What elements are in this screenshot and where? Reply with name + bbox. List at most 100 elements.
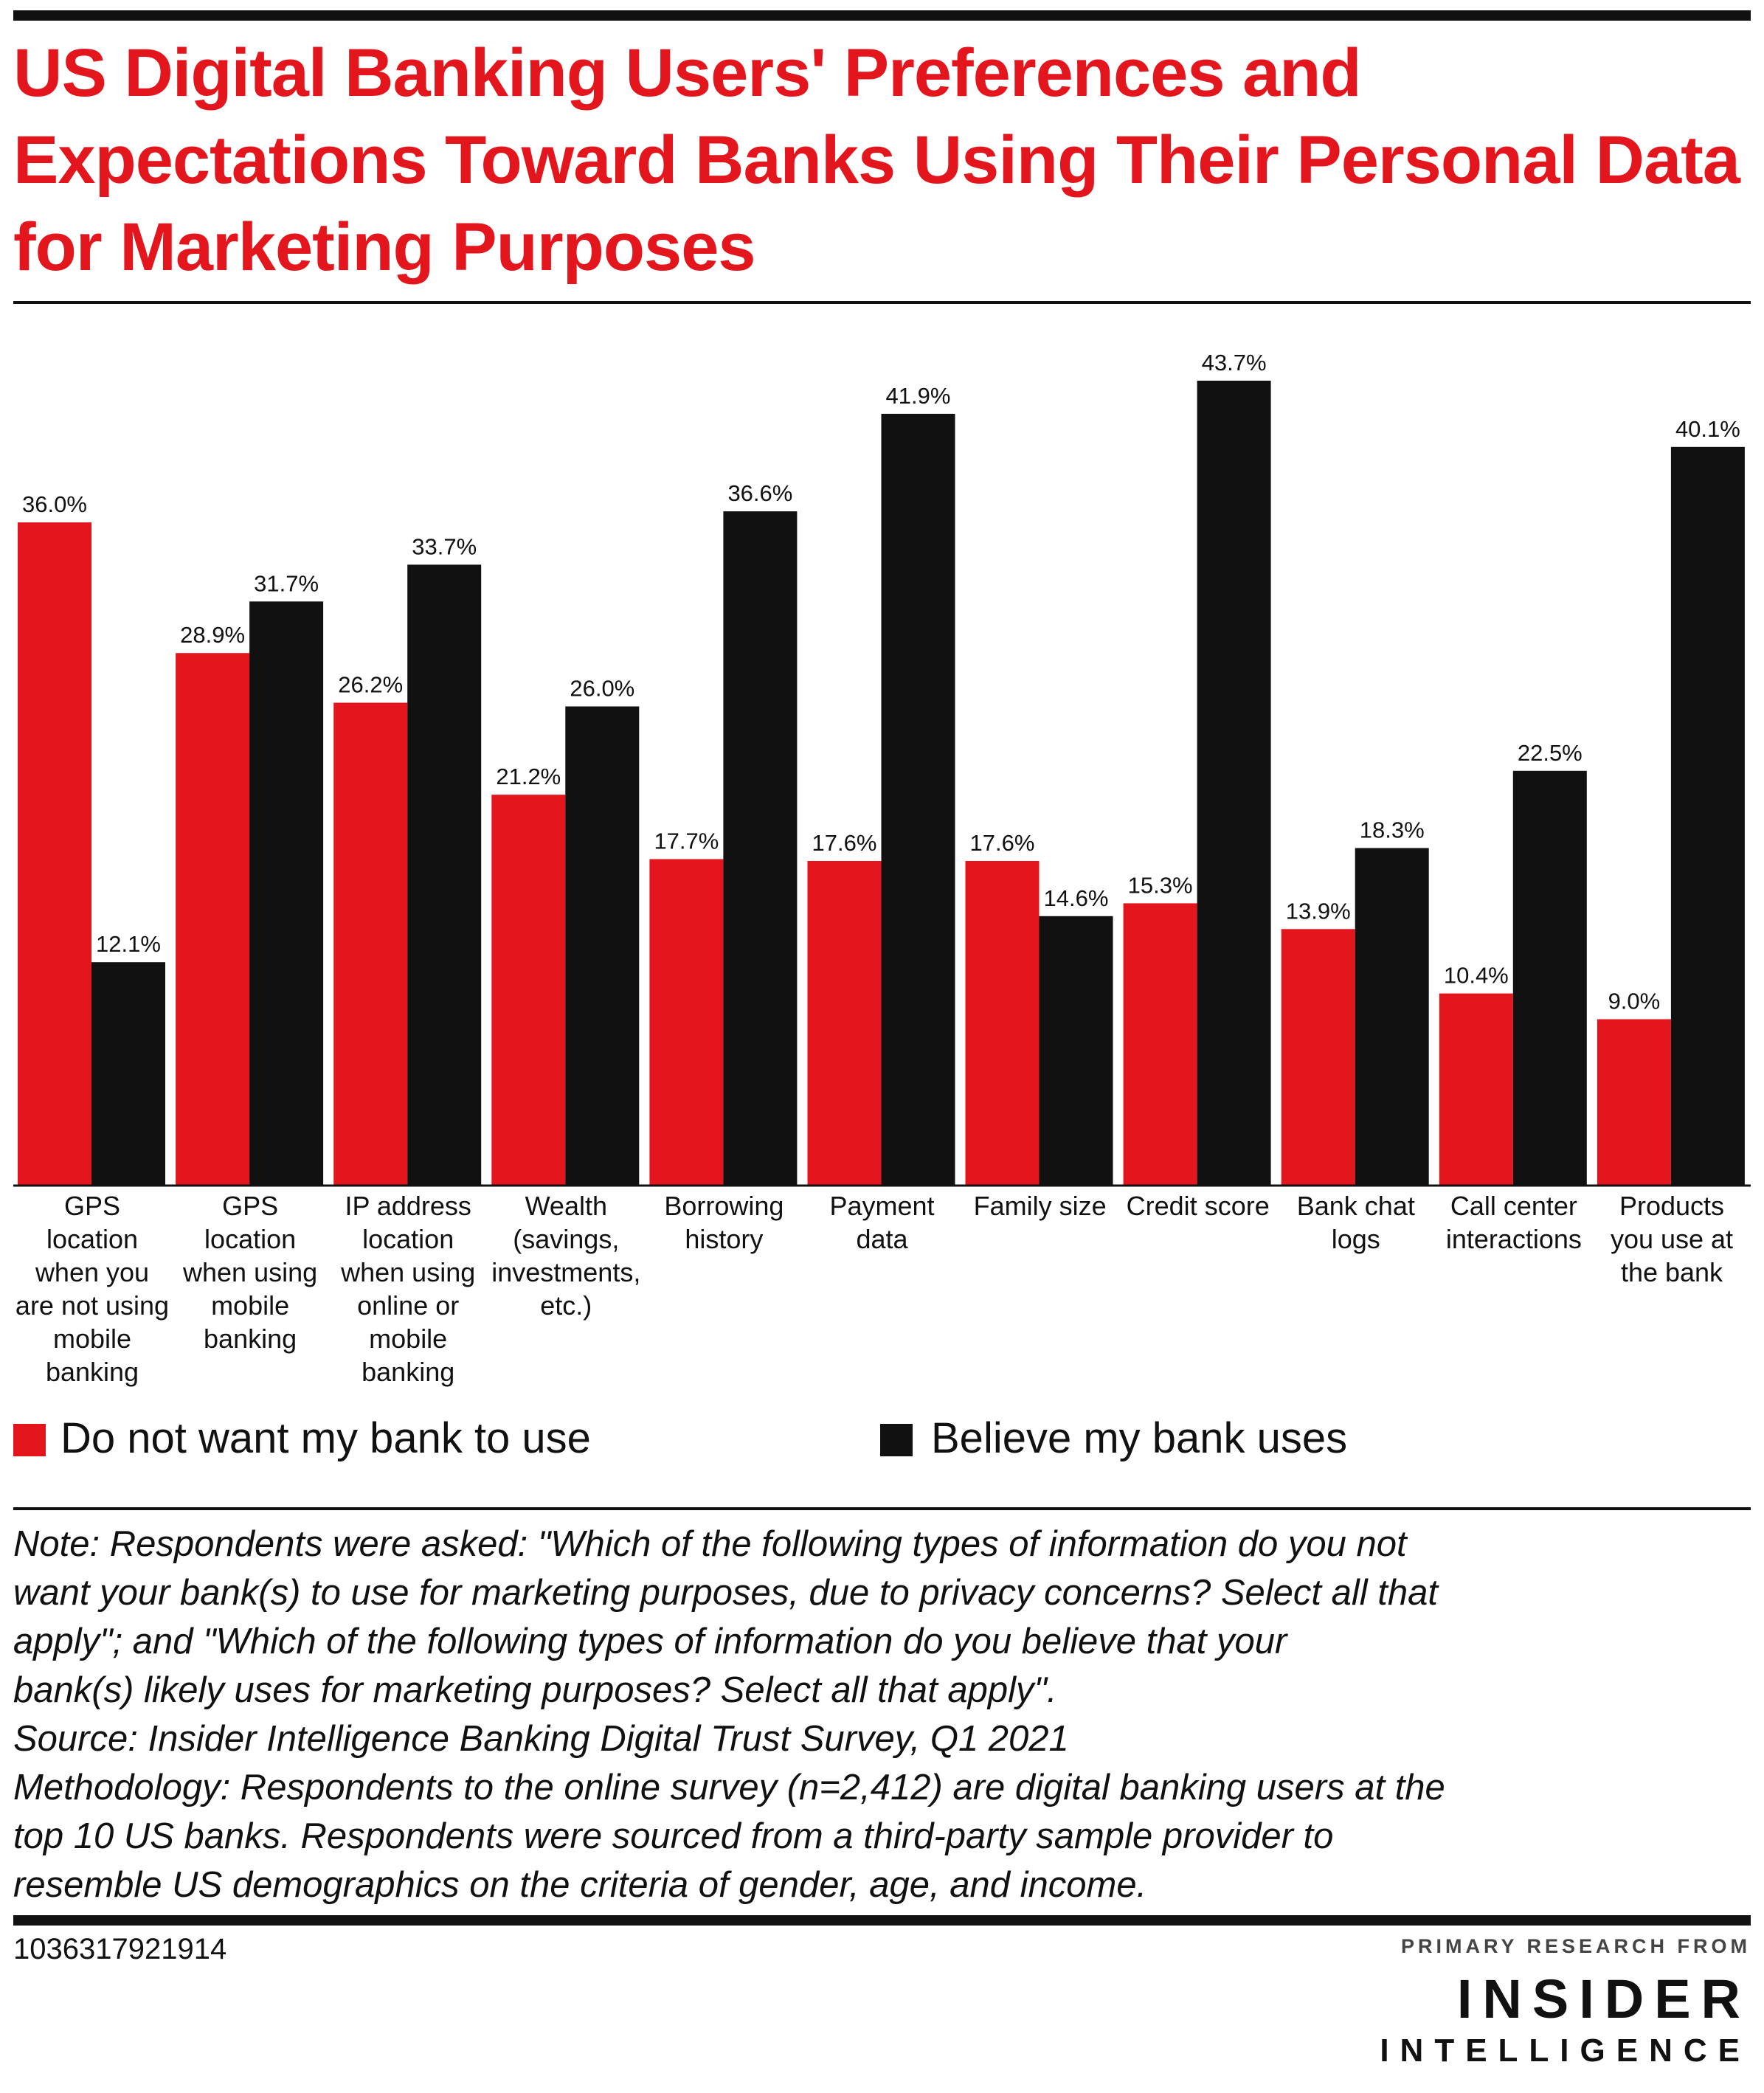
category-label-7: Credit score bbox=[1119, 1189, 1277, 1222]
category-label-line: the bank bbox=[1620, 1257, 1723, 1287]
category-label-2: IP address location when using online or mob… bbox=[329, 1189, 487, 1388]
data-label-believe-uses-0: 12.1% bbox=[96, 931, 161, 957]
data-label-believe-uses-1: 31.7% bbox=[254, 570, 319, 596]
data-label-believe-uses-8: 18.3% bbox=[1360, 817, 1425, 843]
bar-do-not-want-1 bbox=[176, 653, 250, 1185]
category-label-line: location bbox=[204, 1224, 297, 1254]
category-label-line: when using bbox=[183, 1257, 318, 1287]
data-label-believe-uses-5: 41.9% bbox=[886, 383, 951, 409]
category-label-6: Family size bbox=[961, 1189, 1119, 1222]
category-label-line: when using bbox=[341, 1257, 476, 1287]
data-label-do-not-want-7: 15.3% bbox=[1128, 872, 1193, 898]
bar-do-not-want-6 bbox=[965, 861, 1040, 1185]
data-label-believe-uses-9: 22.5% bbox=[1518, 740, 1583, 766]
bar-believe-uses-5 bbox=[881, 413, 955, 1185]
category-label-line: location bbox=[362, 1224, 454, 1254]
data-label-believe-uses-6: 14.6% bbox=[1044, 885, 1109, 911]
category-label-line: history bbox=[685, 1224, 764, 1254]
data-label-do-not-want-4: 17.7% bbox=[654, 828, 719, 854]
bar-do-not-want-5 bbox=[807, 861, 882, 1185]
bar-believe-uses-6 bbox=[1039, 916, 1113, 1185]
top-rule bbox=[13, 10, 1751, 21]
bar-do-not-want-7 bbox=[1123, 903, 1197, 1185]
chart-title: US Digital Banking Users' Preferences an… bbox=[13, 35, 1740, 285]
legend-swatch-black bbox=[880, 1424, 913, 1456]
legend-label-believe-uses: Believe my bank uses bbox=[931, 1414, 1348, 1462]
category-label-3: Wealth (savings, investments, etc.) bbox=[487, 1189, 645, 1322]
bar-believe-uses-7 bbox=[1197, 381, 1271, 1185]
bar-believe-uses-2 bbox=[407, 564, 482, 1185]
category-label-4: Borrowing history bbox=[645, 1189, 803, 1256]
category-label-line: Call center bbox=[1450, 1191, 1577, 1221]
source-line: Source: Insider Intelligence Banking Dig… bbox=[13, 1719, 1069, 1759]
category-label-line: banking bbox=[204, 1324, 297, 1354]
note-line: bank(s) likely uses for marketing purpos… bbox=[13, 1670, 1057, 1710]
data-label-believe-uses-10: 40.1% bbox=[1675, 416, 1740, 442]
category-label-9: Call center interactions bbox=[1435, 1189, 1593, 1256]
category-label-line: Credit score bbox=[1126, 1191, 1270, 1221]
title-rule bbox=[13, 301, 1751, 304]
category-label-1: GPS location when using mobile banking bbox=[171, 1189, 329, 1355]
category-label-0: GPS location when you are not using mobile ba… bbox=[13, 1189, 171, 1388]
bar-believe-uses-0 bbox=[91, 962, 165, 1185]
category-label-line: online or bbox=[357, 1290, 460, 1321]
category-label-line: location bbox=[46, 1224, 139, 1254]
category-label-line: Wealth bbox=[525, 1191, 607, 1221]
category-label-line: Payment bbox=[829, 1191, 935, 1221]
category-label-line: are not using bbox=[15, 1290, 170, 1321]
category-label-line: when you bbox=[35, 1257, 150, 1287]
category-label-line: you use at bbox=[1610, 1224, 1734, 1254]
data-label-do-not-want-1: 28.9% bbox=[180, 622, 245, 648]
legend-label-do-not-want: Do not want my bank to use bbox=[60, 1414, 591, 1462]
category-label-8: Bank chat logs bbox=[1277, 1189, 1435, 1256]
data-label-do-not-want-8: 13.9% bbox=[1286, 898, 1351, 924]
methodology-line: Methodology: Respondents to the online s… bbox=[13, 1768, 1445, 1807]
bar-do-not-want-2 bbox=[333, 702, 408, 1185]
category-label-5: Payment data bbox=[803, 1189, 961, 1256]
category-label-line: IP address bbox=[345, 1191, 471, 1221]
methodology-line: resemble US demographics on the criteria… bbox=[13, 1865, 1147, 1905]
category-label-line: banking bbox=[45, 1357, 139, 1387]
bar-do-not-want-0 bbox=[18, 522, 91, 1185]
data-label-do-not-want-6: 17.6% bbox=[970, 830, 1035, 856]
bar-believe-uses-4 bbox=[723, 511, 798, 1185]
note-text: Note: Respondents were asked: "Which of … bbox=[13, 1520, 1754, 1909]
note-line: want your bank(s) to use for marketing p… bbox=[13, 1573, 1439, 1613]
note-line: apply"; and "Which of the following type… bbox=[13, 1622, 1287, 1661]
category-label-line: GPS bbox=[63, 1191, 121, 1221]
category-label-line: mobile bbox=[211, 1290, 290, 1321]
bar-believe-uses-10 bbox=[1670, 446, 1745, 1185]
bar-do-not-want-3 bbox=[491, 795, 566, 1185]
category-label-line: data bbox=[856, 1224, 908, 1254]
bar-believe-uses-1 bbox=[249, 601, 324, 1185]
data-label-do-not-want-9: 10.4% bbox=[1444, 963, 1509, 989]
category-label-line: Products bbox=[1619, 1191, 1725, 1221]
category-label-line: Borrowing bbox=[664, 1191, 784, 1221]
bar-believe-uses-3 bbox=[565, 706, 640, 1185]
category-label-line: Bank chat bbox=[1296, 1191, 1415, 1221]
note-rule bbox=[13, 1507, 1751, 1510]
data-label-do-not-want-2: 26.2% bbox=[338, 672, 403, 698]
category-label-line: Family size bbox=[973, 1191, 1107, 1221]
data-label-believe-uses-3: 26.0% bbox=[570, 676, 634, 702]
data-label-do-not-want-0: 36.0% bbox=[22, 491, 87, 517]
category-label-line: mobile bbox=[52, 1324, 132, 1354]
brand-logo-intelligence: INTELLIGENCE bbox=[1380, 2033, 1751, 2069]
category-label-line: mobile bbox=[369, 1324, 448, 1354]
data-label-do-not-want-10: 9.0% bbox=[1608, 989, 1661, 1014]
category-label-line: banking bbox=[362, 1357, 455, 1387]
bar-believe-uses-8 bbox=[1355, 848, 1429, 1185]
category-label-10: Products you use at the bank bbox=[1593, 1189, 1751, 1289]
bottom-rule bbox=[13, 1915, 1751, 1926]
category-label-line: logs bbox=[1331, 1224, 1380, 1254]
bar-believe-uses-9 bbox=[1512, 770, 1587, 1185]
category-label-line: investments, bbox=[491, 1257, 641, 1287]
data-label-believe-uses-2: 33.7% bbox=[412, 533, 477, 559]
bar-do-not-want-9 bbox=[1439, 993, 1513, 1185]
bar-do-not-want-4 bbox=[649, 859, 724, 1185]
data-label-do-not-want-3: 21.2% bbox=[496, 764, 561, 789]
category-label-line: interactions bbox=[1445, 1224, 1582, 1254]
legend-swatch-red bbox=[13, 1424, 46, 1456]
data-label-believe-uses-4: 36.6% bbox=[727, 480, 792, 506]
category-label-line: (savings, bbox=[513, 1224, 620, 1254]
